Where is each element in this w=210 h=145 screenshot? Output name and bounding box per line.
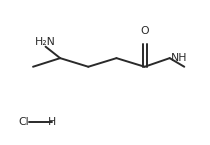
Text: Cl: Cl <box>18 117 29 127</box>
Text: H₂N: H₂N <box>35 37 56 47</box>
Text: O: O <box>140 26 149 36</box>
Text: H: H <box>48 117 56 127</box>
Text: NH: NH <box>171 53 187 63</box>
